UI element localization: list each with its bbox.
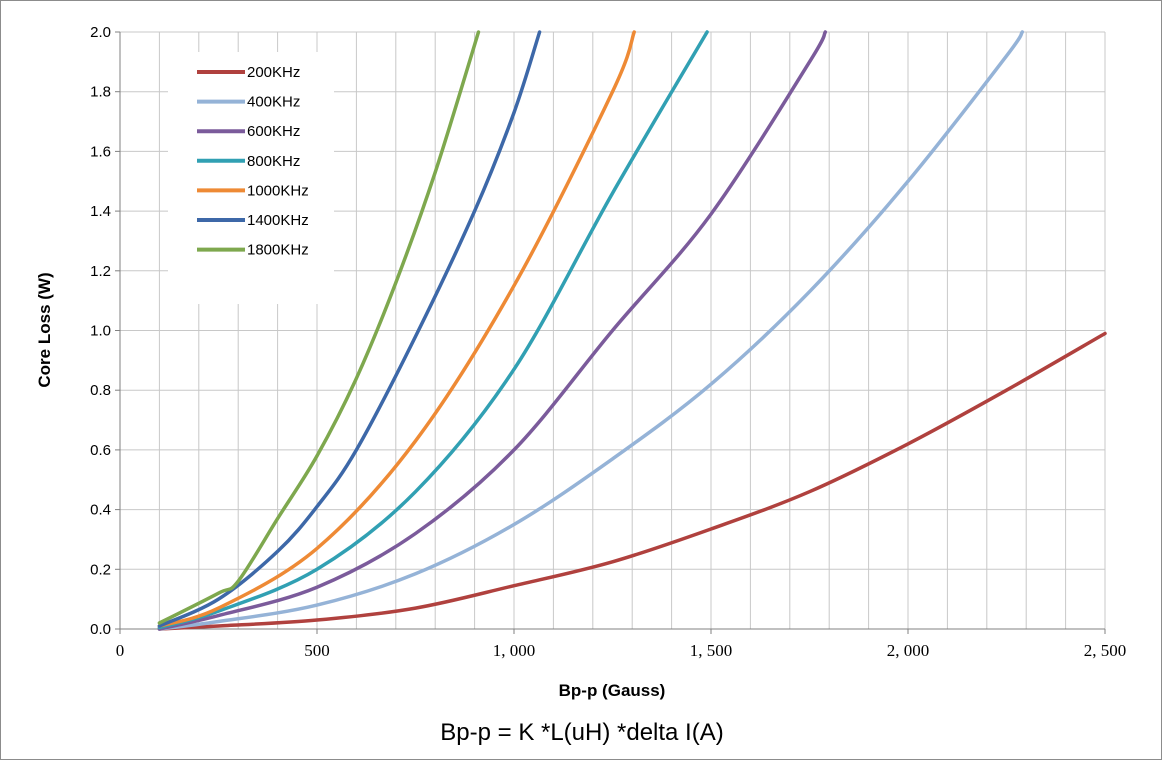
legend-box xyxy=(168,52,334,304)
legend-label: 200KHz xyxy=(247,64,300,81)
legend-label: 400KHz xyxy=(247,94,300,111)
x-tick-label: 2, 000 xyxy=(887,641,930,660)
legend-label: 600KHz xyxy=(247,123,300,140)
tick-labels: 0.0 0.2 0.4 0.6 0.8 1.0 1.2 1.4 1.6 1.8 2.0 0 500 1, … xyxy=(90,24,1126,660)
formula-caption: Bp-p = K *L(uH) *delta I(A) xyxy=(440,719,723,746)
legend-label: 1000KHz xyxy=(247,182,309,199)
series-line-800khz xyxy=(157,30,709,630)
series-line-1400khz xyxy=(157,30,542,628)
x-axis-title: Bp-p (Gauss) xyxy=(559,681,666,700)
y-tick-label: 0.2 xyxy=(90,561,111,578)
legend-label: 1800KHz xyxy=(247,242,309,259)
series-line-1800khz xyxy=(157,30,481,625)
series-line-200khz xyxy=(157,331,1107,631)
y-tick-label: 2.0 xyxy=(90,24,111,41)
x-tick-label: 1, 500 xyxy=(690,641,733,660)
y-tick-label: 1.6 xyxy=(90,143,111,160)
series-lines xyxy=(157,30,1107,631)
y-tick-label: 0.4 xyxy=(90,502,111,519)
x-tick-label: 1, 000 xyxy=(493,641,536,660)
x-tick-label: 2, 500 xyxy=(1084,641,1127,660)
series-line-600khz xyxy=(157,30,828,631)
y-tick-label: 1.4 xyxy=(90,203,111,220)
y-tick-label: 0.0 xyxy=(90,621,111,638)
y-tick-label: 0.8 xyxy=(90,382,111,399)
y-tick-label: 1.2 xyxy=(90,263,111,280)
y-axis-title: Core Loss (W) xyxy=(35,272,54,387)
legend-label: 800KHz xyxy=(247,153,300,170)
y-tick-label: 0.6 xyxy=(90,442,111,459)
y-tick-label: 1.0 xyxy=(90,323,111,340)
x-tick-label: 0 xyxy=(116,641,125,660)
series-line-400khz xyxy=(157,30,1025,631)
legend-label: 1400KHz xyxy=(247,212,309,229)
y-tick-label: 1.8 xyxy=(90,84,111,101)
axes xyxy=(115,31,1106,634)
series-line-1000khz xyxy=(157,30,636,628)
x-tick-label: 500 xyxy=(304,641,330,660)
legend: 200KHz 400KHz 600KHz 800KHz 1000KHz 1400KHz 18… xyxy=(168,52,334,304)
